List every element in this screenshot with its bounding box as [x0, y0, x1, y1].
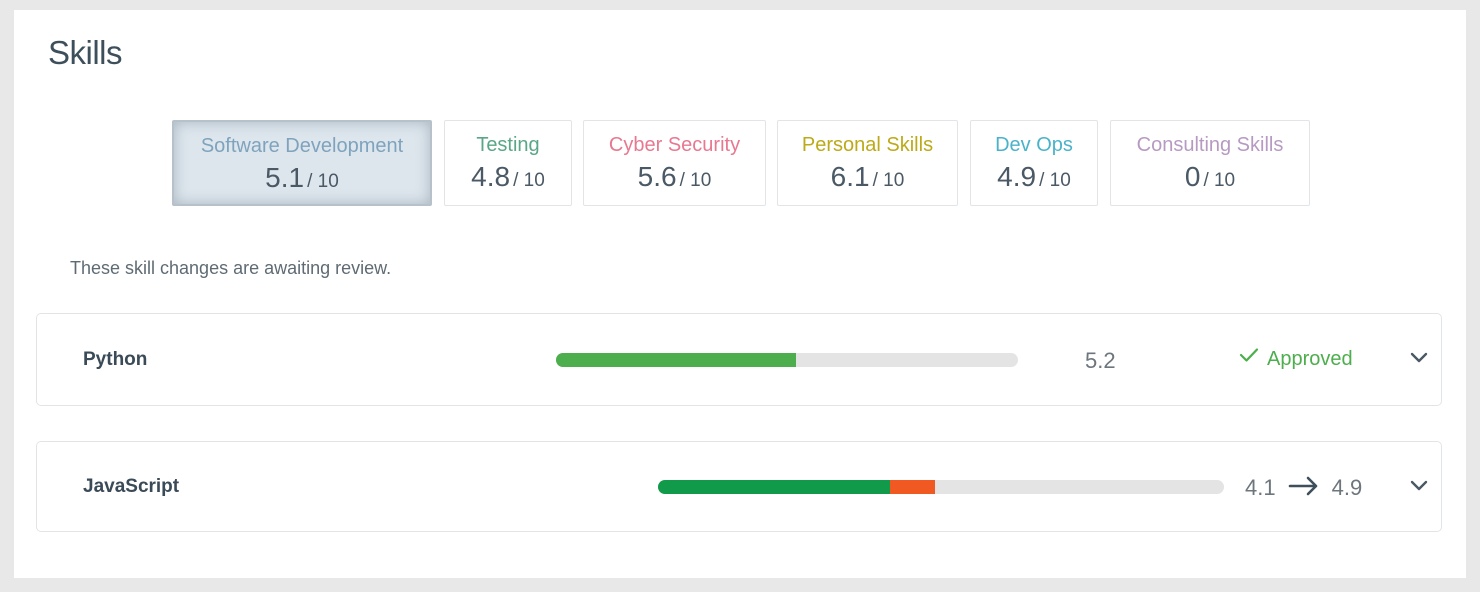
skill-name: Python: [83, 349, 148, 370]
chevron-down-icon[interactable]: [1407, 474, 1431, 498]
tab-personal-skills[interactable]: Personal Skills 6.1/ 10: [777, 120, 958, 206]
tab-label: Software Development: [200, 135, 404, 157]
skill-bar-fill: [556, 353, 797, 367]
tab-score: 0/ 10: [1111, 161, 1309, 193]
skill-card-python: Python 5.2 Approved: [36, 313, 1442, 406]
tab-label: Testing: [476, 134, 540, 156]
tab-score-max: / 10: [1203, 170, 1236, 191]
status-label: Approved: [1267, 348, 1353, 370]
skill-bar-base: [658, 480, 891, 494]
tab-score: 4.9/ 10: [971, 161, 1097, 193]
tab-label: Personal Skills: [801, 134, 934, 156]
arrow-right-icon: [1288, 476, 1320, 502]
check-icon: [1239, 346, 1259, 369]
tab-score: 4.8/ 10: [445, 161, 571, 193]
tab-score: 5.1/ 10: [174, 162, 430, 194]
tab-score-value: 5.6: [637, 161, 677, 192]
tab-software-development[interactable]: Software Development 5.1/ 10: [172, 120, 432, 206]
tab-score: 6.1/ 10: [778, 161, 957, 193]
chevron-down-icon[interactable]: [1407, 346, 1431, 370]
status-approved: Approved: [1239, 348, 1353, 371]
skill-value-from: 4.1: [1245, 475, 1276, 500]
tab-label: Consulting Skills: [1136, 134, 1284, 156]
skills-panel: Skills Software Development 5.1/ 10 Test…: [14, 10, 1466, 578]
tab-score-max: / 10: [307, 171, 339, 192]
skill-bar-delta: [890, 480, 936, 494]
skill-value-change: 4.1 4.9: [1245, 475, 1362, 502]
tab-score-value: 0: [1184, 161, 1201, 192]
tab-score-max: / 10: [513, 170, 545, 191]
skill-bar: [658, 480, 1224, 494]
tab-score-value: 6.1: [830, 161, 870, 192]
review-note: These skill changes are awaiting review.: [70, 258, 392, 278]
tab-score-max: / 10: [872, 170, 905, 191]
tab-score-value: 4.8: [471, 161, 511, 192]
tab-score-max: / 10: [1039, 170, 1071, 191]
tab-consulting-skills[interactable]: Consulting Skills 0/ 10: [1110, 120, 1310, 206]
tab-score-max: / 10: [679, 170, 712, 191]
tab-cyber-security[interactable]: Cyber Security 5.6/ 10: [583, 120, 766, 206]
tab-score: 5.6/ 10: [584, 161, 765, 193]
skill-card-javascript: JavaScript 4.1 4.9: [36, 441, 1442, 532]
tab-dev-ops[interactable]: Dev Ops 4.9/ 10: [970, 120, 1098, 206]
skill-name: JavaScript: [83, 476, 180, 497]
page-title: Skills: [48, 34, 123, 71]
tab-score-value: 5.1: [265, 162, 305, 193]
skill-bar: [556, 353, 1018, 367]
tab-label: Cyber Security: [608, 134, 741, 156]
tab-label: Dev Ops: [995, 134, 1073, 156]
skill-value-to: 4.9: [1331, 475, 1363, 500]
tab-testing[interactable]: Testing 4.8/ 10: [444, 120, 572, 206]
skill-value: 5.2: [1085, 348, 1116, 373]
tab-score-value: 4.9: [997, 161, 1037, 192]
